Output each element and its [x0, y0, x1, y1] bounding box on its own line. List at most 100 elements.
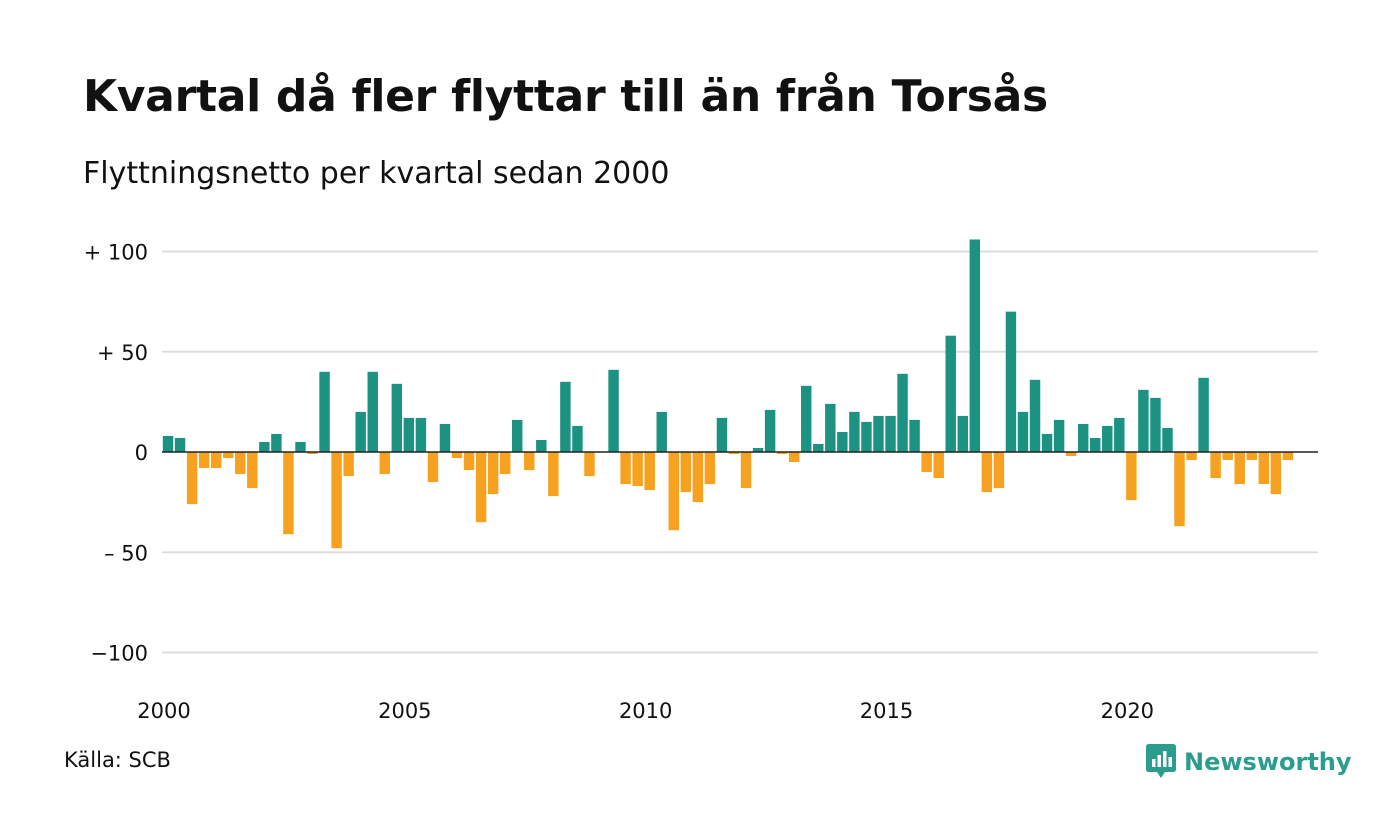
bar: [475, 452, 487, 523]
bar: [1114, 417, 1125, 453]
bar: [319, 371, 330, 452]
bar: [1005, 311, 1017, 452]
bar: [536, 439, 547, 452]
bar: [247, 452, 258, 489]
x-tick-label: 2015: [860, 699, 913, 723]
bar: [1029, 379, 1041, 452]
bar: [439, 423, 451, 452]
y-tick-label: – 50: [104, 541, 148, 565]
bar: [620, 452, 631, 485]
bar: [355, 411, 366, 452]
bar: [223, 452, 234, 459]
bar: [403, 417, 415, 453]
bar: [644, 452, 655, 491]
bar: [512, 419, 523, 452]
bar: [933, 452, 944, 479]
bar: [331, 452, 342, 549]
bar: [704, 452, 716, 485]
bar: [307, 452, 318, 454]
bar: [764, 409, 776, 452]
bar: [415, 417, 427, 453]
bar: [487, 452, 499, 495]
y-tick-label: 0: [135, 441, 148, 465]
y-tick-label: −100: [90, 642, 148, 666]
bar: [1162, 427, 1173, 452]
bar: [1174, 452, 1185, 527]
bar: [548, 452, 559, 497]
bar: [740, 452, 752, 489]
bar: [367, 371, 378, 452]
bar: [873, 415, 884, 452]
bar: [825, 403, 836, 452]
bar: [752, 447, 764, 452]
brand-name: Newsworthy: [1184, 748, 1352, 776]
bar: [1258, 452, 1270, 485]
bar: [1186, 452, 1197, 461]
bar: [608, 369, 619, 452]
bar: [1222, 452, 1233, 461]
bar: [1270, 452, 1282, 495]
y-tick-label: + 50: [97, 341, 148, 365]
bar: [1138, 389, 1149, 452]
bar: [1246, 452, 1257, 461]
bar: [463, 452, 475, 471]
bar: [969, 239, 981, 452]
bar: [981, 452, 993, 493]
bar: [897, 373, 908, 452]
bar: [499, 452, 511, 475]
bar: [1234, 452, 1245, 485]
bar: [186, 452, 198, 505]
bar: [1150, 397, 1161, 452]
x-tick-label: 2000: [137, 699, 190, 723]
bar: [1210, 452, 1221, 479]
bar: [174, 437, 186, 452]
bar: [776, 452, 788, 454]
bar: [584, 452, 595, 477]
bar: [1017, 411, 1029, 452]
x-tick-label: 2020: [1101, 699, 1154, 723]
x-tick-label: 2005: [378, 699, 431, 723]
y-tick-label: + 100: [84, 241, 148, 265]
bar: [391, 383, 403, 452]
bar: [210, 452, 222, 469]
newsworthy-logo-icon: [1146, 744, 1176, 778]
bar: [957, 415, 968, 452]
bar: [788, 452, 800, 463]
bar: [560, 381, 571, 452]
bar: [1102, 425, 1113, 452]
chart-subtitle: Flyttningsnetto per kvartal sedan 2000: [83, 156, 670, 191]
x-tick-label: 2010: [619, 699, 672, 723]
bar: [909, 419, 920, 452]
bar: [716, 417, 728, 453]
bar: [1126, 452, 1137, 501]
bar: [728, 452, 740, 454]
bar: [680, 452, 692, 493]
bar: [1065, 452, 1077, 457]
bar: [692, 452, 704, 503]
bar: [1077, 423, 1089, 452]
bar: [861, 421, 872, 452]
bar: [283, 452, 294, 535]
brand-logo: Newsworthy: [1146, 742, 1352, 782]
bar: [1282, 452, 1294, 461]
bar: [259, 441, 270, 452]
bar: [656, 411, 667, 452]
bar: [271, 433, 282, 452]
bar: [1053, 419, 1065, 452]
bar: [235, 452, 246, 475]
source-note: Källa: SCB: [64, 748, 171, 772]
bar: [813, 443, 824, 452]
bar: [295, 441, 306, 452]
bar: [343, 452, 354, 477]
bar: [162, 435, 174, 452]
bar: [524, 452, 535, 471]
bar: [451, 452, 463, 459]
chart-title: Kvartal då fler flyttar till än från Tor…: [83, 71, 1048, 122]
bar: [1090, 437, 1101, 452]
bar: [198, 452, 210, 469]
bar: [427, 452, 439, 483]
bar: [885, 415, 896, 452]
bar: [849, 411, 860, 452]
bar: [801, 385, 812, 452]
